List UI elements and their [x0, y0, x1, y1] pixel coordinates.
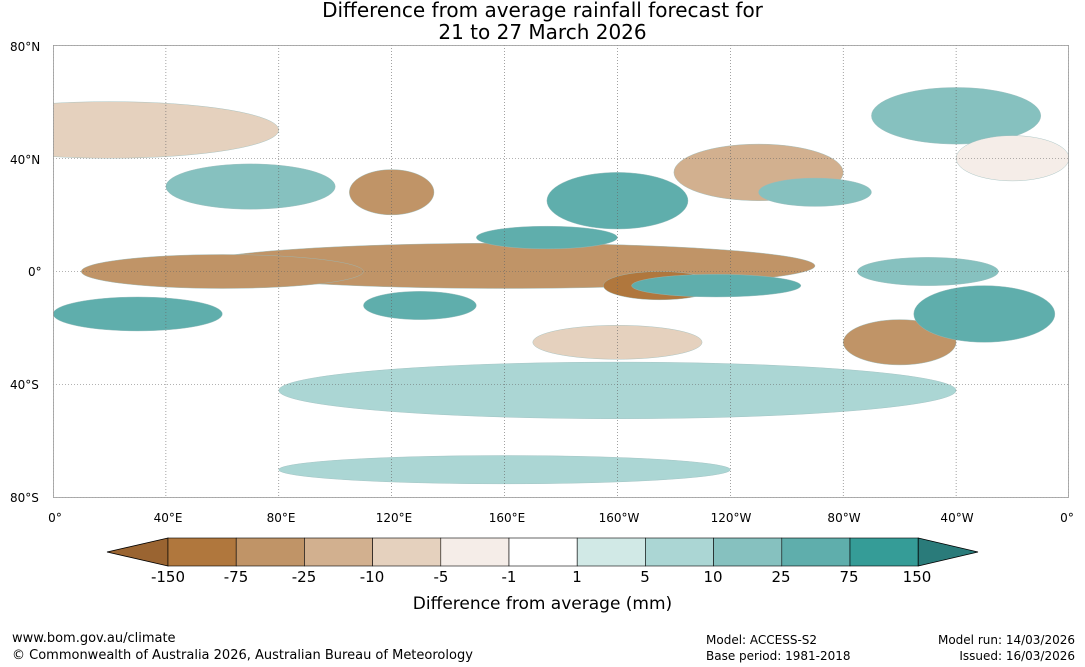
colorbar-swatch [508, 537, 578, 567]
x-tick-label: 80°W [827, 511, 861, 525]
x-tick-label: 160°W [598, 511, 640, 525]
rainfall-anomaly-region [631, 274, 802, 298]
x-tick-label: 160°E [488, 511, 526, 525]
colorbar-swatch [849, 537, 919, 567]
x-tick-label: 40°E [153, 511, 183, 525]
colorbar-extend-low [106, 537, 169, 567]
colorbar-swatch [235, 537, 305, 567]
website-link[interactable]: www.bom.gov.au/climate [12, 631, 176, 646]
map-frame [53, 45, 1069, 498]
rainfall-anomaly-region [53, 296, 223, 332]
colorbar-tick-label: -5 [433, 568, 449, 586]
rainfall-anomaly-region [758, 177, 872, 207]
colorbar-label: Difference from average (mm) [412, 594, 673, 614]
chart-title-line-1: Difference from average rainfall forecas… [322, 0, 763, 22]
colorbar-tick-label: -150 [150, 568, 186, 586]
chart-title-line-2: 21 to 27 March 2026 [438, 20, 647, 44]
model-name: Model: ACCESS-S2 [706, 633, 818, 647]
colorbar-swatch [440, 537, 510, 567]
colorbar-tick-label: 150 [902, 568, 932, 586]
colorbar-tick-label: -1 [501, 568, 517, 586]
base-period: Base period: 1981-2018 [706, 649, 851, 663]
x-tick-label: 80°E [266, 511, 296, 525]
colorbar-extend-high [917, 537, 979, 567]
copyright-text: © Commonwealth of Australia 2026, Austra… [12, 648, 473, 663]
colorbar-tick-label: -25 [291, 568, 317, 586]
colorbar-swatch [645, 537, 714, 567]
colorbar-tick-label: -75 [223, 568, 249, 586]
rainfall-anomaly-region [476, 225, 618, 250]
colorbar-swatch [372, 537, 442, 567]
y-tick-label: 0° [28, 265, 42, 279]
colorbar-tick-label: 75 [839, 568, 859, 586]
rainfall-anomaly-region [363, 291, 477, 320]
rainfall-anomaly-region [81, 254, 364, 289]
rainfall-map [53, 45, 1069, 498]
colorbar-tick-label: 1 [572, 568, 582, 586]
colorbar-svg [106, 537, 979, 567]
y-tick-label: 40°N [10, 153, 41, 167]
colorbar-tick-label: 25 [771, 568, 791, 586]
map-svg [53, 45, 1069, 498]
colorbar-tick-label: 5 [640, 568, 650, 586]
colorbar-tick-label: -10 [359, 568, 385, 586]
colorbar-swatch [781, 537, 851, 567]
issued-date: Issued: 16/03/2026 [959, 649, 1075, 663]
x-tick-label: 0° [48, 511, 62, 525]
rainfall-anomaly-region [546, 172, 689, 230]
colorbar-swatch [576, 537, 646, 567]
model-run-date: Model run: 14/03/2026 [937, 633, 1075, 647]
x-tick-label: 0° [1060, 511, 1074, 525]
colorbar-tick-label: 10 [703, 568, 723, 586]
colorbar [105, 537, 980, 571]
y-tick-label: 40°S [10, 378, 39, 392]
colorbar-swatch [713, 537, 783, 567]
colorbar-swatch [304, 537, 373, 567]
y-tick-label: 80°N [10, 40, 41, 54]
rainfall-anomaly-region [913, 285, 1056, 343]
x-tick-label: 120°W [710, 511, 752, 525]
x-tick-label: 40°W [940, 511, 974, 525]
x-tick-label: 120°E [375, 511, 413, 525]
rainfall-anomaly-region [165, 163, 336, 210]
colorbar-swatch [167, 537, 237, 567]
y-tick-label: 80°S [10, 491, 39, 505]
